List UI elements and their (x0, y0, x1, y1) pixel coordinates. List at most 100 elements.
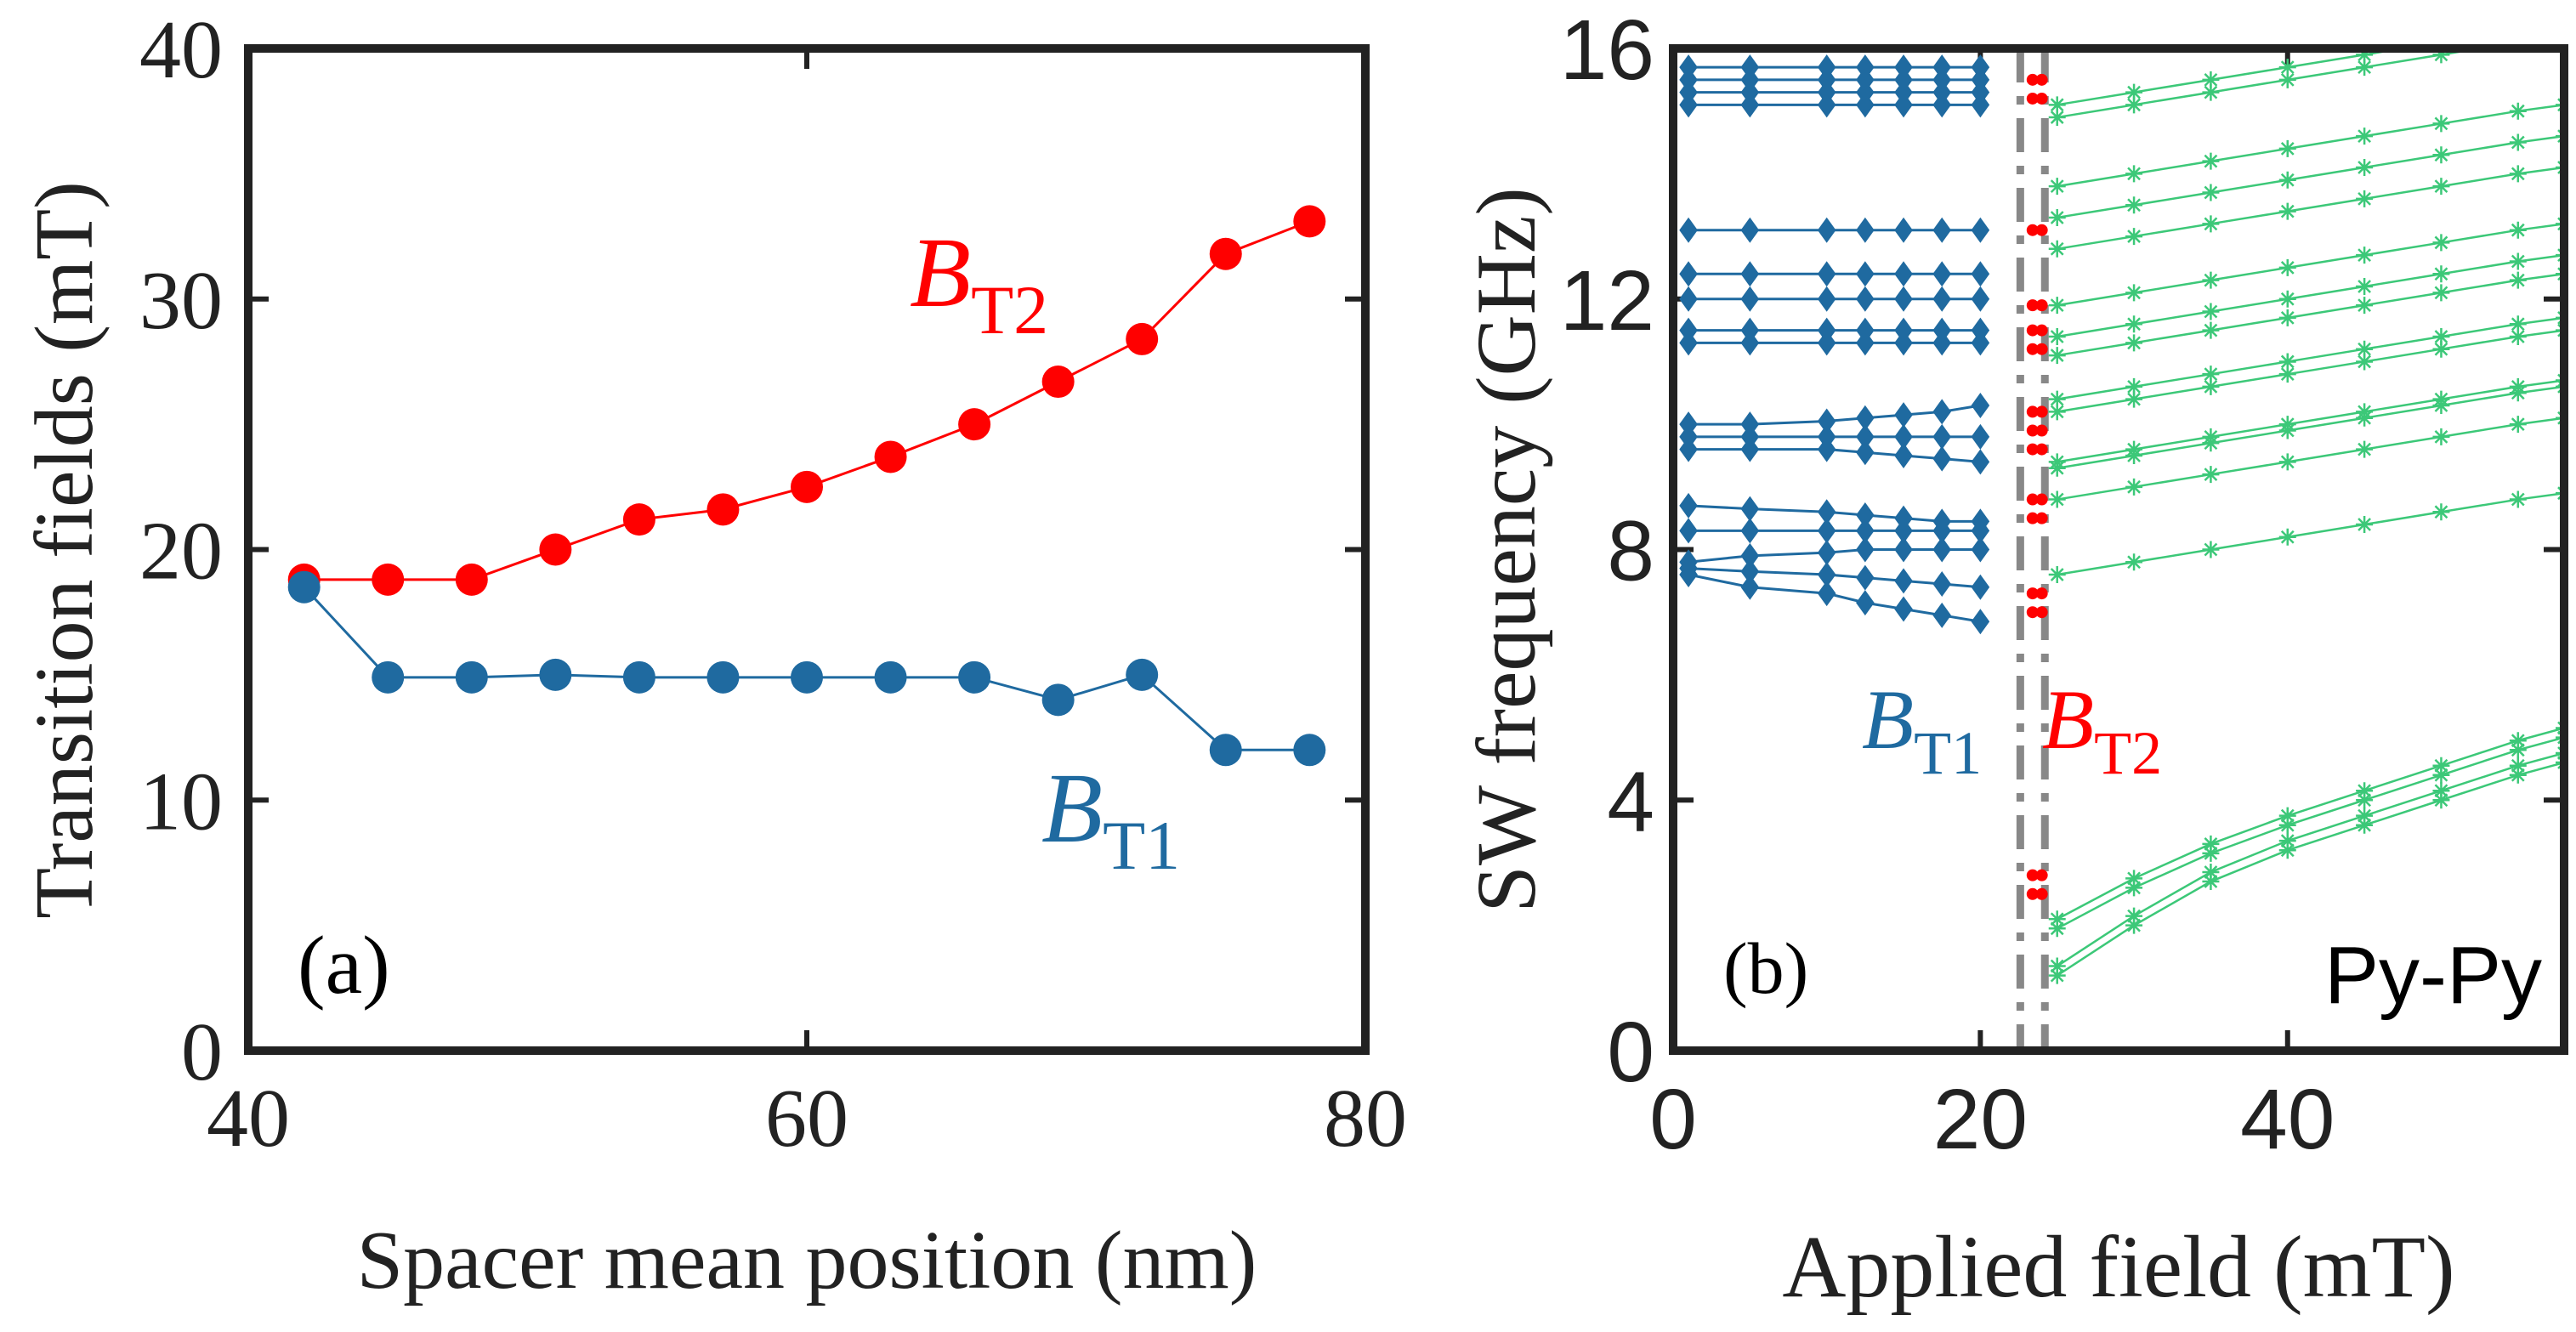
data-point-bt2 (1209, 237, 1242, 270)
high-field-point (2356, 297, 2374, 315)
high-field-point (2202, 844, 2220, 862)
low-field-point (1740, 574, 1760, 600)
high-field-point (2048, 957, 2066, 975)
high-field-point (2556, 27, 2573, 44)
data-point-bt2 (1041, 366, 1075, 399)
high-field-point (2509, 327, 2527, 345)
high-field-point (2048, 347, 2066, 365)
high-field-point (2202, 152, 2220, 170)
transition-point (2035, 224, 2048, 236)
high-field-point (2202, 321, 2220, 339)
high-field-mode-line (2057, 751, 2564, 967)
low-field-point (1817, 408, 1836, 434)
low-field-point (1740, 411, 1760, 438)
high-field-point (2356, 791, 2374, 809)
low-field-point (1894, 261, 1913, 287)
low-field-point (1932, 399, 1952, 425)
high-field-point (2356, 340, 2374, 358)
high-field-point (2125, 315, 2143, 333)
panel-b-axes-box (1669, 44, 2568, 1055)
high-field-point (2509, 271, 2527, 289)
panel-a-tick-labels: 40 60 80 0 10 20 30 40 (139, 4, 1407, 1165)
high-field-point (2432, 766, 2450, 784)
low-field-point (1856, 54, 1875, 81)
data-point-bt1 (539, 658, 572, 691)
high-field-point (2356, 48, 2374, 64)
low-field-point (1971, 54, 1990, 81)
transition-point (2035, 299, 2048, 312)
low-field-point (1817, 217, 1836, 243)
low-field-point (1817, 540, 1836, 566)
transition-point (2026, 512, 2039, 524)
low-field-point (1971, 449, 1990, 475)
high-field-point (2202, 366, 2220, 383)
high-field-point (2125, 334, 2143, 352)
data-point-bt1 (706, 660, 740, 694)
data-point-bt1 (791, 660, 823, 694)
high-field-mode-line (2057, 329, 2564, 413)
low-field-point (1971, 393, 1990, 419)
high-field-mode-line (2057, 491, 2564, 576)
data-point-bt1 (1293, 734, 1326, 767)
high-field-point (2202, 428, 2220, 445)
high-field-point (2278, 309, 2296, 326)
high-field-point (2509, 757, 2527, 774)
data-point-bt1 (622, 660, 655, 694)
high-field-point (2356, 190, 2374, 207)
low-field-point (1894, 402, 1913, 428)
low-field-point (1740, 217, 1760, 243)
high-field-point (2510, 21, 2527, 38)
high-field-point (2356, 247, 2374, 264)
high-field-mode-line (2057, 417, 2564, 501)
high-field-point (2278, 290, 2296, 308)
low-field-point (1971, 317, 1990, 343)
high-field-point (2048, 910, 2066, 928)
low-field-point (1971, 286, 1990, 312)
high-field-mode-line (2057, 273, 2564, 357)
transition-point (2035, 587, 2048, 600)
low-field-point (1894, 317, 1913, 343)
transition-point (2035, 606, 2048, 619)
transition-point (2026, 299, 2039, 312)
high-field-point (2509, 165, 2527, 183)
low-field-point (1856, 439, 1875, 466)
low-field-point (1932, 508, 1952, 535)
transition-point (2035, 887, 2048, 900)
high-field-point (2432, 234, 2450, 252)
high-field-point (2125, 228, 2143, 246)
data-point-bt2 (791, 470, 823, 503)
low-field-point (1894, 536, 1913, 563)
high-field-point (2125, 553, 2143, 571)
panel-a-label: (a) (298, 920, 390, 1012)
high-field-point (2278, 366, 2296, 383)
series-label-bt1: BT1 (1041, 752, 1180, 884)
high-field-point (2048, 565, 2066, 583)
high-field-point (2202, 271, 2220, 289)
transition-point (2026, 73, 2039, 86)
low-field-point (1894, 442, 1913, 468)
panel-b: 0 20 40 0 4 8 12 16 (b) Py-Py BT1 BT2 Applied f… (1459, 3, 2573, 1316)
high-field-mode-line (2057, 48, 2487, 119)
panel-b-ytick-label: 0 (1607, 1005, 1654, 1100)
high-field-point (2202, 466, 2220, 484)
low-field-point (1740, 286, 1760, 312)
low-field-point (1932, 217, 1952, 243)
low-field-point (1817, 54, 1836, 81)
data-point-bt2 (622, 503, 655, 536)
high-field-point (2125, 284, 2143, 302)
data-point-bt1 (1209, 734, 1242, 767)
transition-point (2026, 493, 2039, 506)
high-field-point (2125, 165, 2143, 183)
high-field-point (2278, 528, 2296, 546)
low-field-point (1894, 423, 1913, 450)
low-field-point (1971, 536, 1990, 563)
transition-point (2026, 424, 2039, 437)
data-point-bt1 (1041, 683, 1075, 717)
high-field-point (2432, 791, 2450, 809)
transition-point (2035, 869, 2048, 881)
low-field-point (1971, 574, 1990, 600)
high-field-point (2278, 816, 2296, 834)
high-field-point (2278, 453, 2296, 471)
low-field-point (1856, 423, 1875, 450)
transition-point (2035, 443, 2048, 456)
